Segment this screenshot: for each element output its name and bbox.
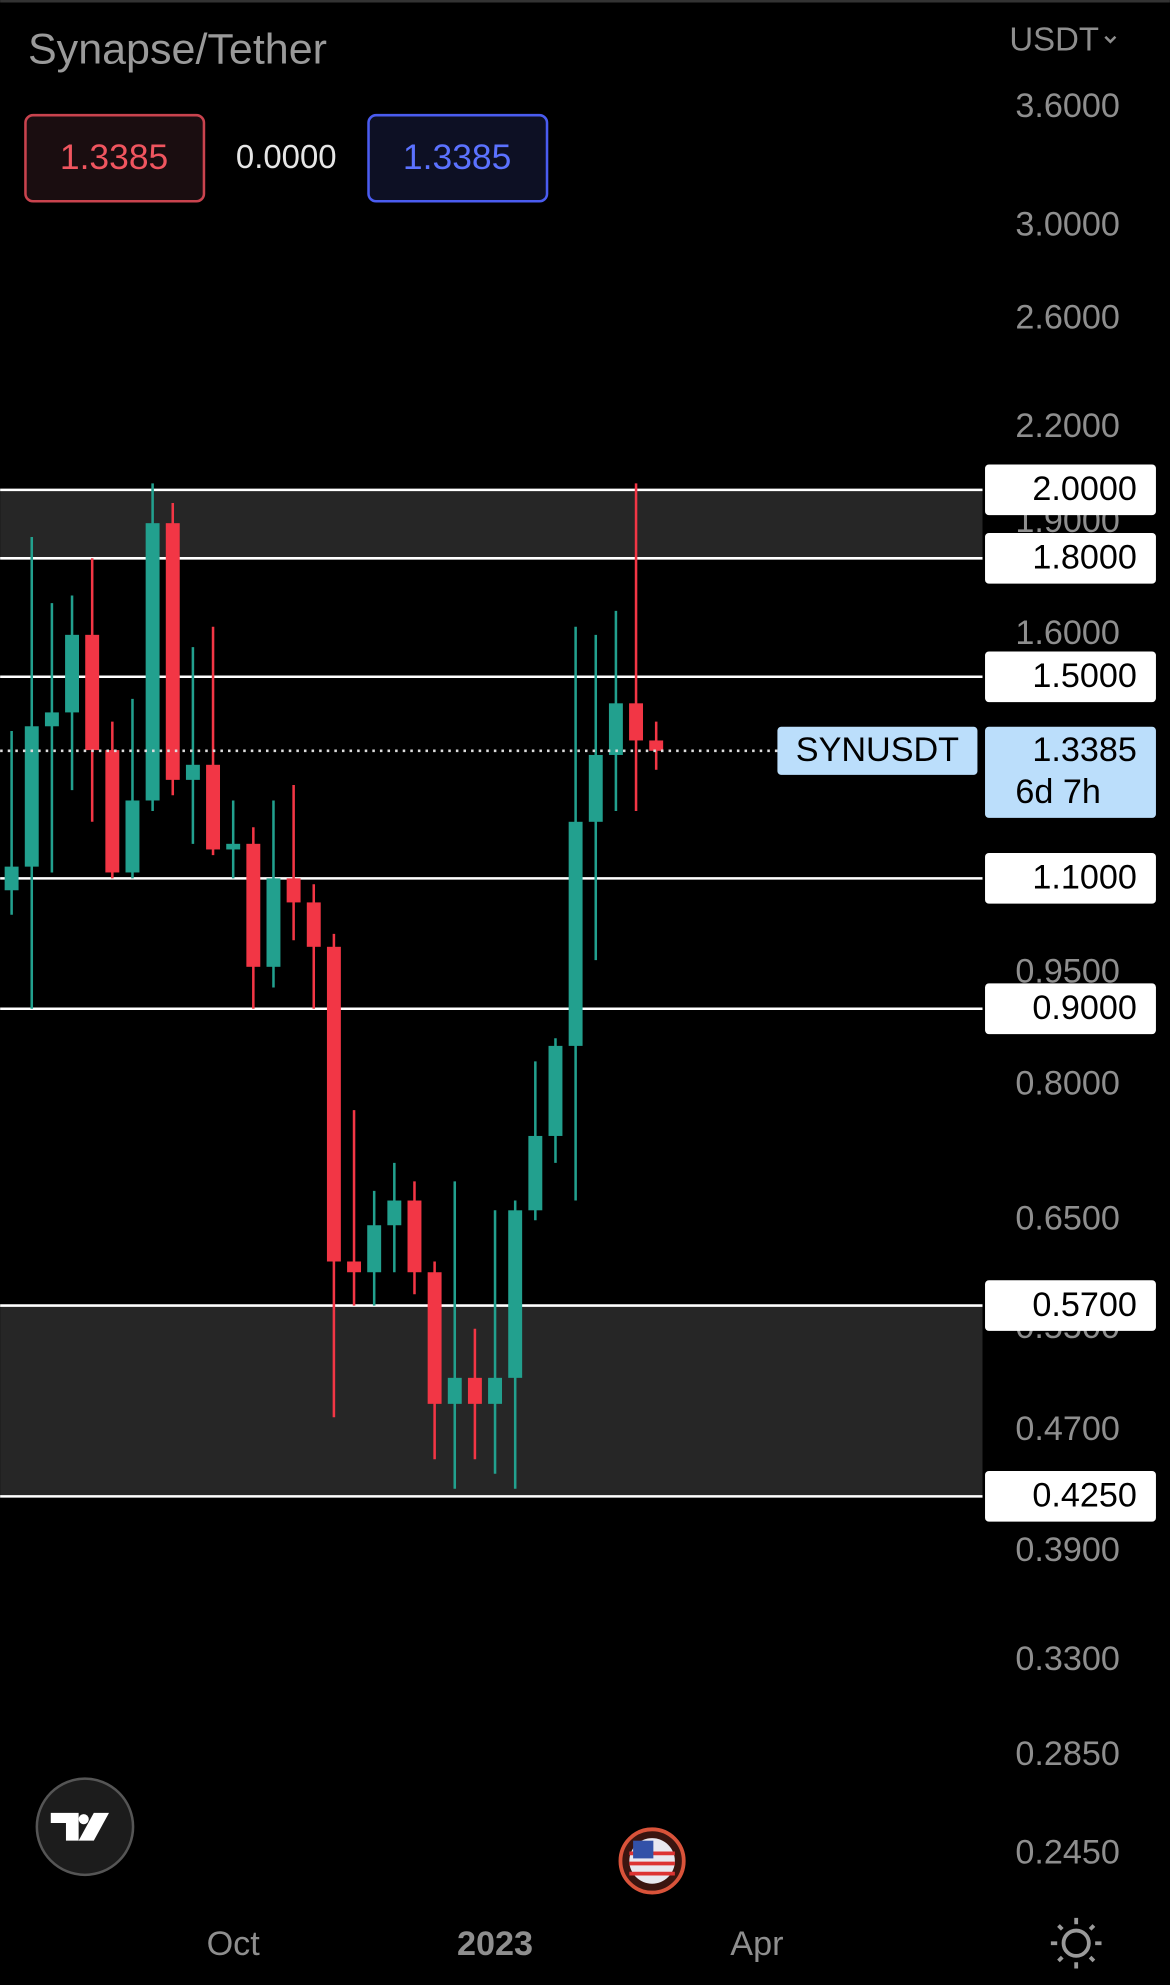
level-label-box (985, 464, 1156, 516)
level-label: 1.8000 (1032, 539, 1137, 577)
level-label: 2.0000 (1032, 470, 1137, 508)
price-label: 1.3385 (1032, 731, 1137, 769)
candle-body (629, 703, 644, 741)
candle-body (427, 1272, 442, 1404)
candle-body (649, 740, 664, 751)
price-label-box (985, 726, 1156, 818)
currency[interactable]: USDT (1009, 20, 1099, 57)
candle-body (467, 1377, 482, 1404)
theme-icon[interactable] (1061, 1928, 1091, 1958)
symbol-label-box (777, 726, 978, 775)
spread: 0.0000 (236, 138, 337, 175)
logo-glyph (50, 1812, 110, 1841)
tradingview-logo[interactable] (35, 1777, 135, 1877)
candle-body (508, 1210, 523, 1378)
symbol-title: Synapse/Tether (28, 25, 327, 73)
y-tick-label: 1.6000 (1015, 614, 1120, 652)
level-label-box (985, 853, 1156, 904)
y-tick-label: 0.6500 (1015, 1199, 1120, 1237)
candle-body (24, 726, 39, 867)
flag-canton (633, 1840, 654, 1859)
y-tick-label: 2.6000 (1015, 298, 1120, 336)
candle-body (145, 523, 160, 801)
candle-body (528, 1135, 543, 1211)
symbol-label: SYNUSDT (796, 731, 959, 769)
zone (0, 489, 983, 559)
y-tick-label: 3.0000 (1015, 205, 1120, 243)
y-tick-label: 2.2000 (1015, 407, 1120, 445)
candle-body (4, 866, 19, 891)
candle-body (326, 946, 341, 1262)
candle-body (286, 878, 301, 903)
level-label-box (985, 1280, 1156, 1331)
candle-body (226, 843, 241, 850)
level-label: 0.4250 (1032, 1477, 1137, 1515)
x-tick-label: Oct (207, 1925, 261, 1963)
candle-body (407, 1200, 422, 1273)
level-label: 1.5000 (1032, 657, 1137, 695)
candle-body (185, 764, 200, 780)
level-label-box (985, 651, 1156, 703)
candle-body (548, 1045, 563, 1136)
bid-price: 1.3385 (60, 137, 168, 177)
y-tick-label: 0.2850 (1015, 1735, 1120, 1773)
candle-body (125, 800, 140, 873)
candle-body (105, 750, 120, 873)
logo-dot (78, 1814, 89, 1825)
candle-body (65, 634, 80, 713)
bid-box[interactable] (24, 113, 206, 203)
candle-body (347, 1261, 362, 1273)
candle-body (387, 1200, 402, 1226)
level-label-box (985, 983, 1156, 1035)
y-tick-label: 0.3900 (1015, 1531, 1120, 1569)
ask-price: 1.3385 (403, 137, 511, 177)
level-label-box (985, 532, 1156, 584)
x-tick-label: Apr (730, 1925, 783, 1963)
y-tick-label: 0.2450 (1015, 1833, 1120, 1871)
candle-body (588, 754, 603, 822)
level-label: 0.9000 (1032, 989, 1137, 1027)
y-tick-label: 3.6000 (1015, 87, 1120, 125)
candle-body (266, 878, 281, 967)
y-tick-label: 0.4700 (1015, 1410, 1120, 1448)
candle-body (44, 712, 59, 727)
candle-body (246, 843, 261, 967)
level-label: 1.1000 (1032, 859, 1137, 897)
x-tick-label: 2023 (457, 1925, 533, 1963)
candle-body (206, 764, 221, 850)
currency-chevron (1104, 35, 1117, 44)
candle-body (306, 902, 321, 947)
y-tick-label: 0.3300 (1015, 1640, 1120, 1678)
theme-rays (1050, 1917, 1102, 1969)
countdown: 6d 7h (1015, 773, 1101, 811)
level-label-box (985, 1471, 1156, 1522)
candle-body (165, 523, 180, 780)
candle-body (367, 1225, 382, 1273)
candle-body (488, 1377, 503, 1404)
candle-body (608, 703, 623, 755)
candle-body (85, 634, 100, 751)
y-tick-label: 0.8000 (1015, 1064, 1120, 1102)
candle-body (568, 821, 583, 1046)
plot-area: 3.60003.00002.60002.20001.90001.60000.95… (0, 87, 1156, 1963)
level-label: 0.5700 (1032, 1286, 1137, 1324)
candle-body (447, 1377, 462, 1404)
ask-box[interactable] (367, 113, 549, 203)
